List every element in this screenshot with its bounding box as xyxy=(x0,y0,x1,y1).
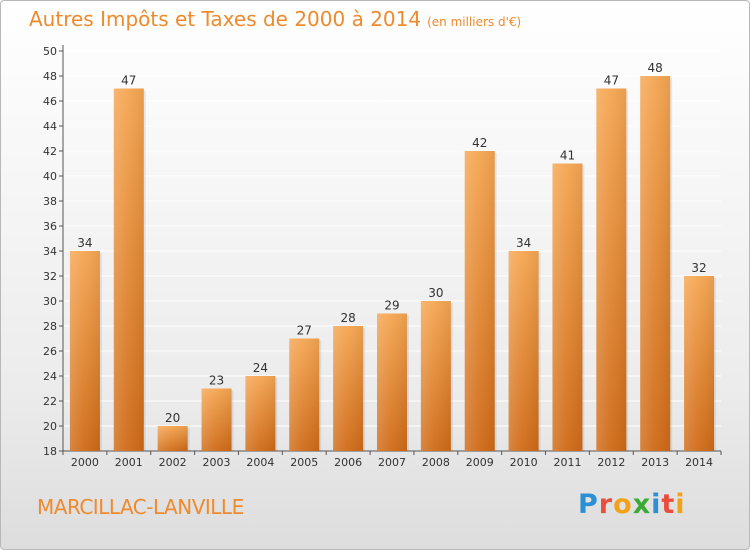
x-tick-label: 2010 xyxy=(510,456,538,469)
x-tick-label: 2004 xyxy=(246,456,274,469)
y-tick-label: 26 xyxy=(43,345,57,358)
labels: 18 20 22 24 26 28 30 32 34 36 38 40 42 44 46 48 50 34 2000… xyxy=(43,45,713,469)
bars xyxy=(69,76,717,451)
bar-highlight xyxy=(640,76,671,451)
y-tick-label: 34 xyxy=(43,245,57,258)
bar-highlight xyxy=(552,163,583,451)
bar-highlight xyxy=(464,151,495,451)
logo-letter: r xyxy=(598,489,614,520)
y-tick-label: 22 xyxy=(43,395,57,408)
bar-highlight xyxy=(113,88,144,451)
x-tick-label: 2001 xyxy=(115,456,143,469)
logo-letter: i xyxy=(651,489,662,520)
bar-highlight xyxy=(684,276,715,451)
logo-letter: t xyxy=(661,489,676,520)
y-tick-label: 44 xyxy=(43,120,57,133)
y-tick-label: 46 xyxy=(43,95,57,108)
value-label: 20 xyxy=(165,411,180,425)
logo-letter: x xyxy=(632,489,652,520)
y-tick-label: 48 xyxy=(43,70,57,83)
value-label: 34 xyxy=(77,236,92,250)
x-tick-label: 2003 xyxy=(203,456,231,469)
x-tick-label: 2008 xyxy=(422,456,450,469)
y-tick-label: 50 xyxy=(43,45,57,58)
x-tick-label: 2007 xyxy=(378,456,406,469)
logo-letter: o xyxy=(613,489,633,520)
value-label: 24 xyxy=(253,361,268,375)
bar-highlight xyxy=(333,326,364,451)
y-tick-label: 20 xyxy=(43,420,57,433)
bar-highlight xyxy=(596,88,627,451)
value-label: 34 xyxy=(516,236,531,250)
x-tick-label: 2006 xyxy=(334,456,362,469)
bar-highlight xyxy=(201,388,232,451)
y-tick-label: 40 xyxy=(43,170,57,183)
x-tick-label: 2005 xyxy=(290,456,318,469)
bar-highlight xyxy=(420,301,451,451)
commune-name: MARCILLAC-LANVILLE xyxy=(37,495,244,519)
x-tick-label: 2009 xyxy=(466,456,494,469)
x-tick-label: 2012 xyxy=(597,456,625,469)
value-label: 47 xyxy=(604,74,619,88)
x-tick-label: 2002 xyxy=(159,456,187,469)
logo-letter: i xyxy=(675,489,686,520)
value-label: 41 xyxy=(560,149,575,163)
chart-title: Autres Impôts et Taxes de 2000 à 2014 (en… xyxy=(29,7,521,31)
y-tick-label: 42 xyxy=(43,145,57,158)
value-label: 27 xyxy=(297,324,312,338)
value-label: 23 xyxy=(209,374,224,388)
y-tick-label: 18 xyxy=(43,445,57,458)
logo-letter: P xyxy=(578,489,599,520)
value-label: 42 xyxy=(472,136,487,150)
y-tick-label: 36 xyxy=(43,220,57,233)
y-tick-label: 28 xyxy=(43,320,57,333)
value-label: 28 xyxy=(340,311,355,325)
value-label: 47 xyxy=(121,74,136,88)
x-tick-label: 2000 xyxy=(71,456,99,469)
bar-highlight xyxy=(377,313,407,451)
value-label: 32 xyxy=(691,261,706,275)
proxiti-logo: Proxiti xyxy=(578,489,686,520)
chart-unit: (en milliers d'€) xyxy=(427,15,522,29)
x-tick-label: 2011 xyxy=(553,456,581,469)
value-label: 30 xyxy=(428,286,443,300)
value-label: 48 xyxy=(648,61,663,75)
value-label: 29 xyxy=(384,299,399,313)
bar-highlight xyxy=(157,426,188,451)
x-tick-label: 2014 xyxy=(685,456,713,469)
bar-highlight xyxy=(69,251,100,451)
bar-highlight xyxy=(289,338,320,451)
y-tick-label: 32 xyxy=(43,270,57,283)
y-tick-label: 24 xyxy=(43,370,57,383)
y-tick-label: 30 xyxy=(43,295,57,308)
y-tick-label: 38 xyxy=(43,195,57,208)
x-tick-label: 2013 xyxy=(641,456,669,469)
bar-highlight xyxy=(508,251,539,451)
chart-title-text: Autres Impôts et Taxes de 2000 à 2014 xyxy=(29,7,422,31)
bar-highlight xyxy=(245,376,276,451)
